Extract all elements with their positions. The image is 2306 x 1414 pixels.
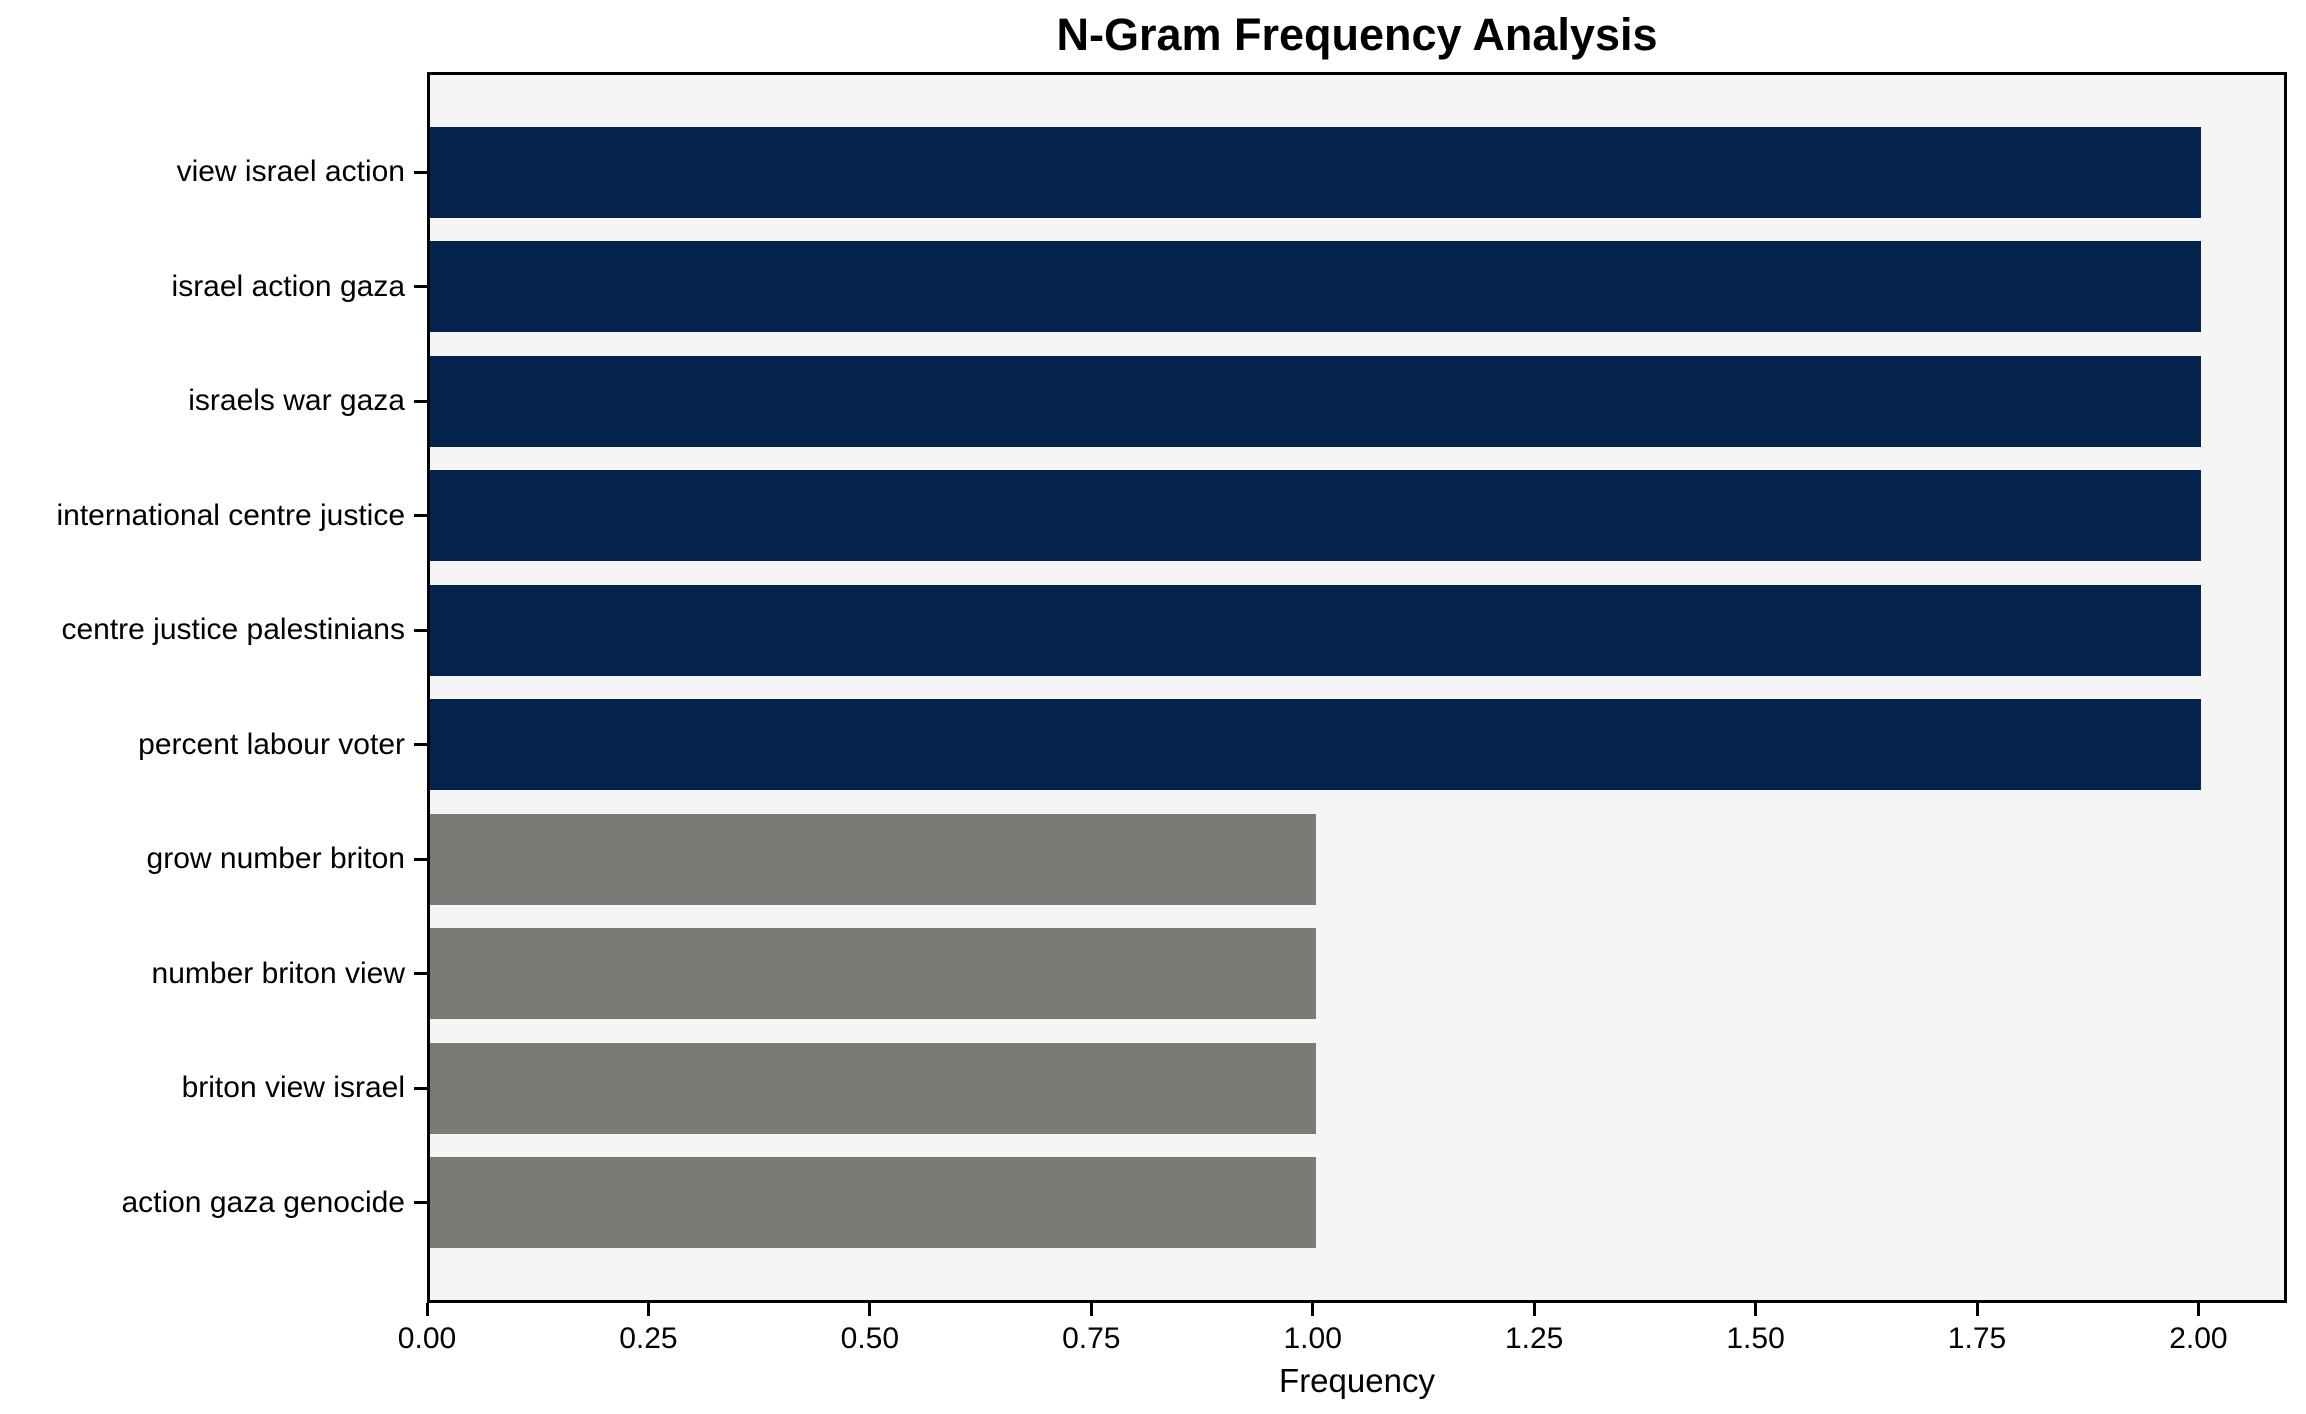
bar bbox=[430, 928, 1316, 1020]
plot-area bbox=[427, 72, 2287, 1303]
bar bbox=[430, 1042, 1316, 1134]
y-tick-label: action gaza genocide bbox=[121, 1185, 405, 1219]
bar bbox=[430, 813, 1316, 905]
x-tick-label: 0.25 bbox=[619, 1322, 678, 1355]
y-tick-mark bbox=[414, 857, 427, 861]
y-tick-mark bbox=[414, 1086, 427, 1090]
y-tick-mark bbox=[414, 285, 427, 289]
y-tick-mark bbox=[414, 743, 427, 747]
bar bbox=[430, 699, 2201, 791]
y-tick-mark bbox=[414, 628, 427, 632]
bar bbox=[430, 241, 2201, 333]
x-axis-title: Frequency bbox=[1279, 1362, 1435, 1399]
y-tick-mark bbox=[414, 972, 427, 976]
x-tick-mark bbox=[1975, 1303, 1979, 1316]
y-tick-label: israels war gaza bbox=[188, 384, 405, 418]
y-tick-label: israel action gaza bbox=[171, 269, 405, 303]
x-tick-label: 1.00 bbox=[1283, 1322, 1342, 1355]
bar bbox=[430, 1157, 1316, 1249]
x-tick-mark bbox=[868, 1303, 872, 1316]
y-tick-label: grow number briton bbox=[146, 842, 405, 876]
y-tick-mark bbox=[414, 514, 427, 518]
x-tick-label: 1.75 bbox=[1947, 1322, 2007, 1355]
x-tick-label: 2.00 bbox=[2169, 1322, 2228, 1355]
y-tick-mark bbox=[414, 170, 427, 174]
x-tick-mark bbox=[1089, 1303, 1093, 1316]
x-tick-mark bbox=[1311, 1303, 1315, 1316]
bar bbox=[430, 470, 2201, 562]
bar bbox=[430, 355, 2201, 447]
x-tick-mark bbox=[1532, 1303, 1536, 1316]
x-tick-label: 1.25 bbox=[1504, 1322, 1564, 1355]
y-tick-label: number briton view bbox=[151, 956, 405, 990]
x-tick-label: 0.00 bbox=[397, 1322, 457, 1355]
x-tick-mark bbox=[425, 1303, 429, 1316]
y-tick-label: centre justice palestinians bbox=[61, 613, 405, 647]
bar bbox=[430, 126, 2201, 218]
y-tick-label: view israel action bbox=[176, 155, 405, 189]
x-tick-mark bbox=[2196, 1303, 2200, 1316]
x-tick-mark bbox=[646, 1303, 650, 1316]
x-tick-label: 0.50 bbox=[840, 1322, 900, 1355]
x-tick-label: 0.75 bbox=[1062, 1322, 1121, 1355]
y-tick-label: briton view israel bbox=[181, 1071, 405, 1105]
y-tick-mark bbox=[414, 399, 427, 403]
x-tick-mark bbox=[1754, 1303, 1758, 1316]
y-tick-label: percent labour voter bbox=[138, 727, 405, 761]
y-tick-mark bbox=[414, 1201, 427, 1205]
y-tick-label: international centre justice bbox=[56, 498, 405, 532]
x-tick-label: 1.50 bbox=[1726, 1322, 1785, 1355]
chart-title: N-Gram Frequency Analysis bbox=[1056, 9, 1658, 60]
bar bbox=[430, 584, 2201, 676]
